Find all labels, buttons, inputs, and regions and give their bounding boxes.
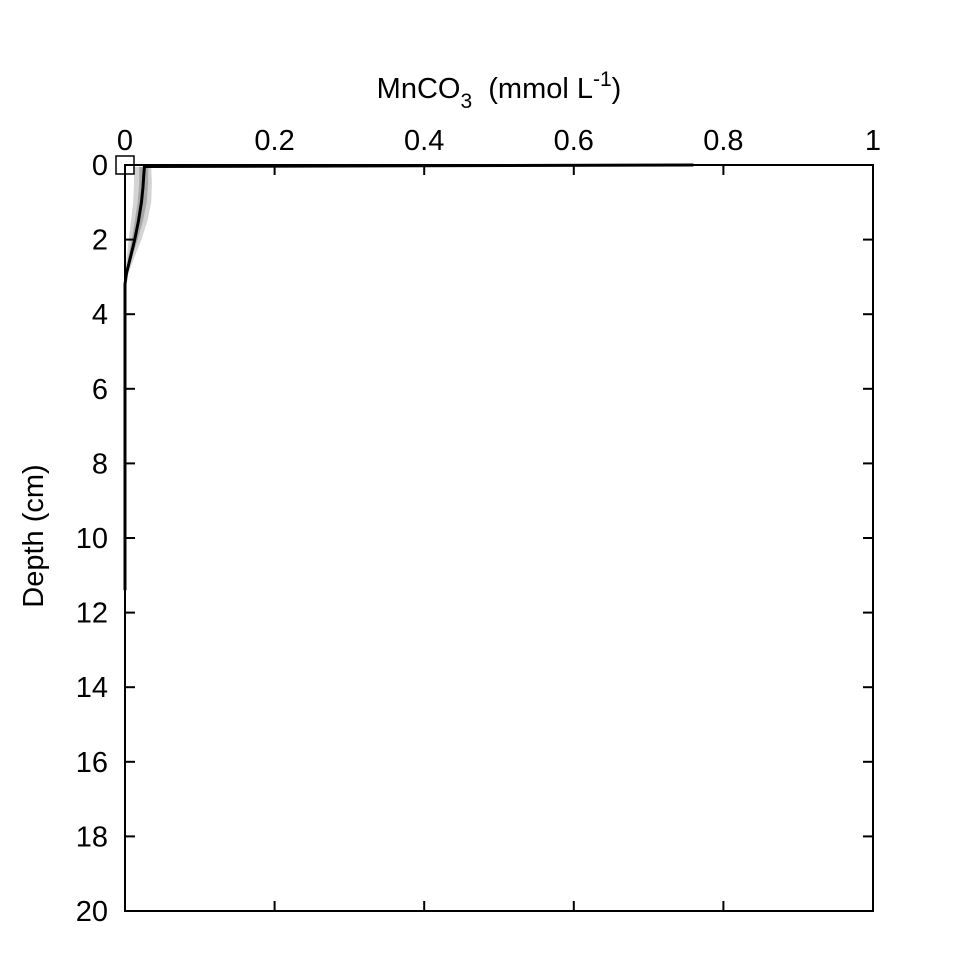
x-tick-label: 0.2 (254, 125, 294, 157)
y-tick-label: 4 (92, 299, 108, 331)
x-axis-title-subscript: 3 (460, 90, 472, 113)
x-tick-label: 1 (865, 125, 881, 157)
y-tick-label: 14 (76, 672, 108, 704)
y-tick-label: 0 (92, 150, 108, 182)
y-axis-title: Depth (cm) (18, 464, 50, 607)
x-axis-ticks: 0 0.2 0.4 0.6 0.8 1 (117, 125, 881, 911)
series-layer (123, 163, 694, 591)
x-axis-title-superscript: -1 (593, 68, 612, 91)
x-axis-title-main: MnCO (377, 73, 461, 105)
x-axis-title: MnCO3 (mmol L-1) (377, 68, 622, 113)
y-tick-label: 6 (92, 374, 108, 406)
x-axis-title-unit-prefix: (mmol L (472, 73, 593, 105)
y-tick-label: 20 (76, 896, 108, 928)
plot-area-frame (124, 164, 874, 912)
y-tick-label: 12 (76, 598, 108, 630)
y-tick-label: 10 (76, 523, 108, 555)
x-tick-label: 0.8 (703, 125, 743, 157)
x-tick-label: 0.4 (404, 125, 444, 157)
y-tick-label: 18 (76, 821, 108, 853)
series-line-1 (123, 163, 694, 591)
x-tick-label: 0 (117, 125, 133, 157)
y-axis-ticks: 0 2 4 6 8 10 12 14 16 18 20 (76, 150, 873, 928)
x-axis-title-unit-suffix: ) (612, 73, 622, 105)
y-tick-label: 2 (92, 225, 108, 257)
y-tick-label: 16 (76, 747, 108, 779)
x-tick-label: 0.6 (554, 125, 594, 157)
y-tick-label: 8 (92, 448, 108, 480)
